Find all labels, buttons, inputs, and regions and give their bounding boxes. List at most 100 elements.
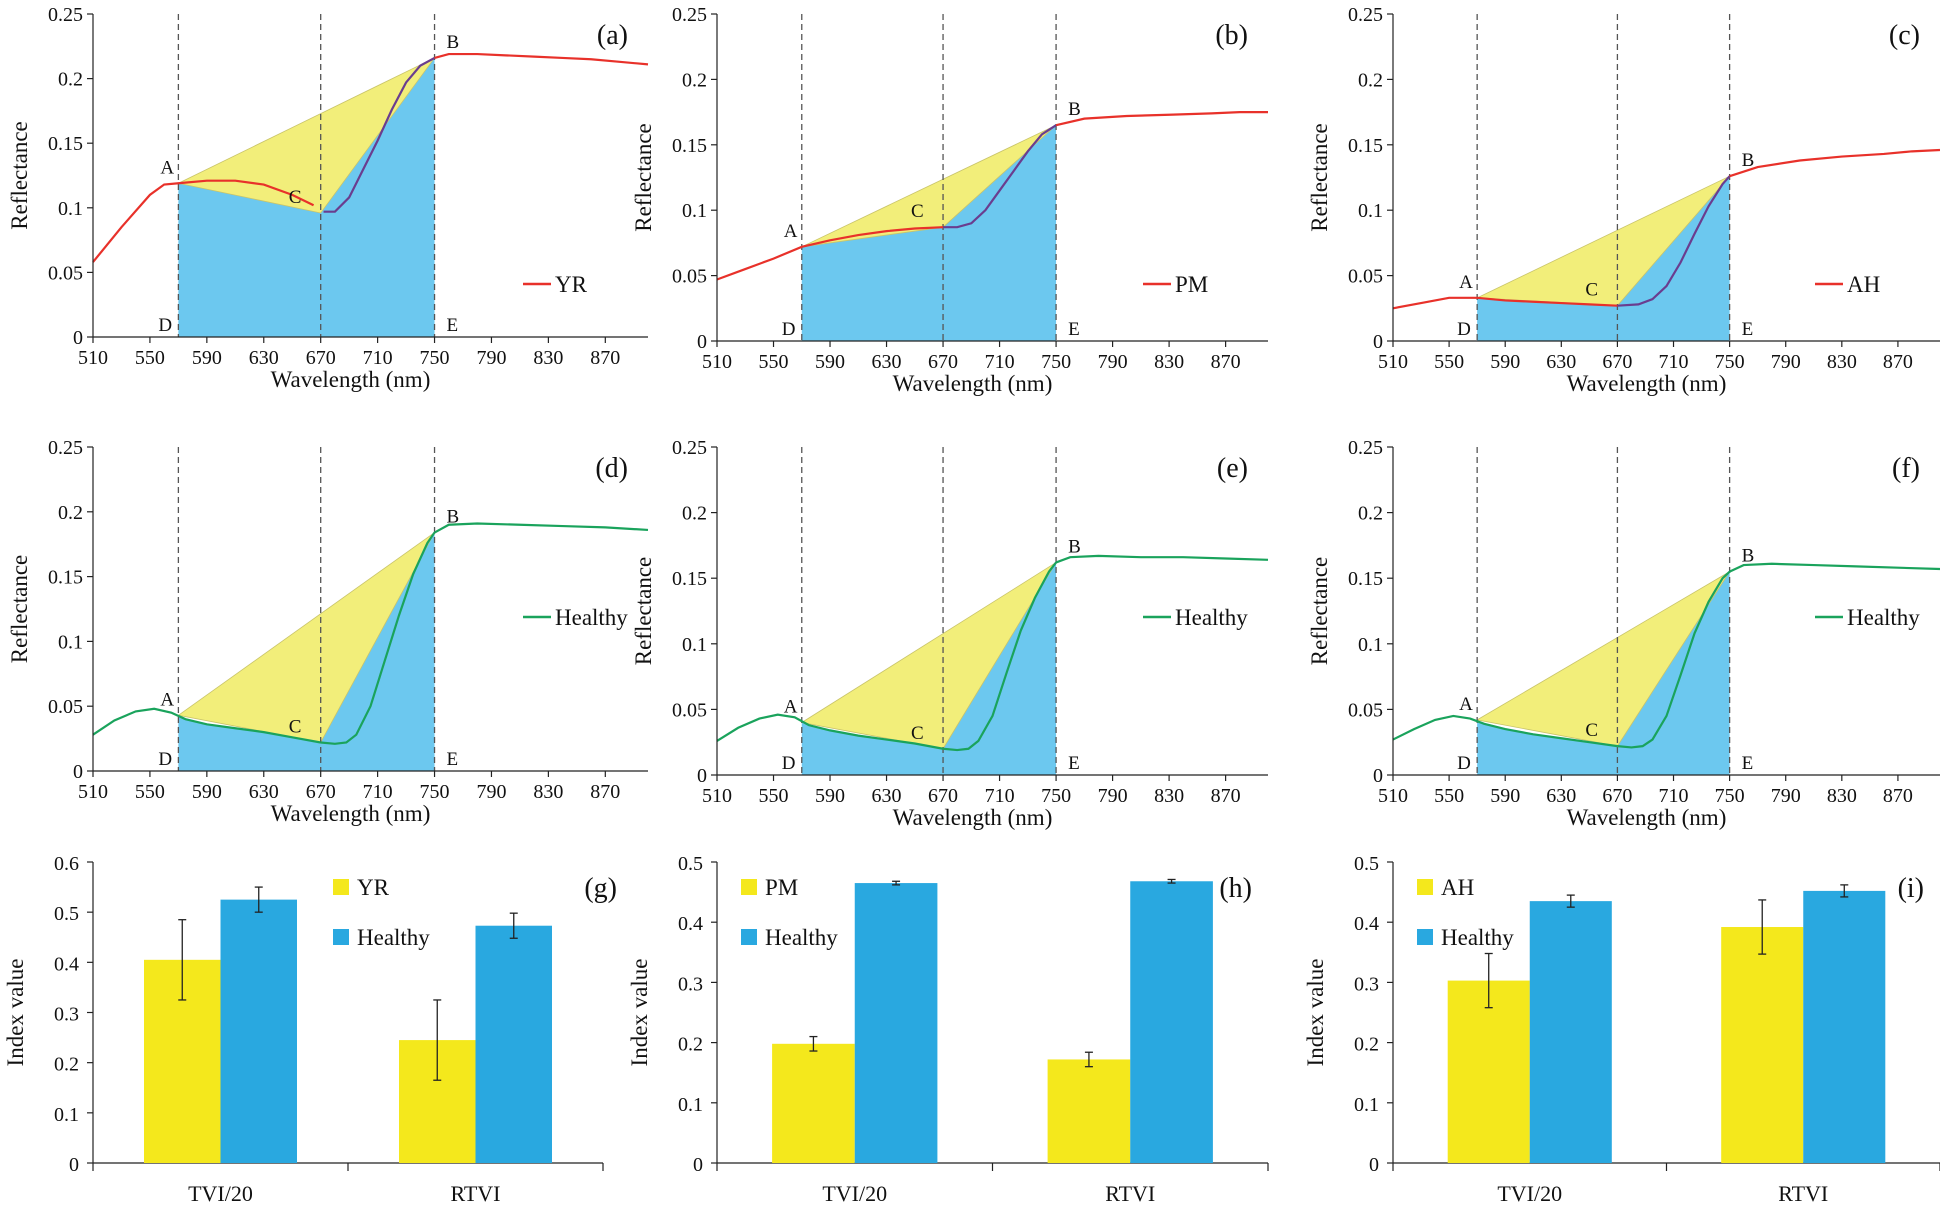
y-tick-label: 0.15 (48, 567, 83, 589)
y-tick-label: 0.1 (682, 200, 707, 222)
y-tick-label: 0 (1369, 1154, 1379, 1176)
yellow-triangle (177, 57, 435, 214)
point-label-c: C (1585, 280, 1598, 301)
x-tick-label: 630 (249, 781, 279, 803)
point-label-c: C (289, 187, 302, 208)
spectrum-curve-red-edge (1617, 175, 1731, 307)
x-tick-label: 670 (1602, 351, 1632, 373)
x-tick-label: 550 (1434, 351, 1464, 373)
point-label-a: A (1459, 694, 1473, 715)
y-tick-label: 0.2 (682, 503, 707, 525)
y-tick-label: 0.1 (58, 198, 83, 220)
bar-pm-rtvi (1047, 1059, 1131, 1163)
spectrum-curve (1392, 296, 1618, 310)
point-label-d: D (782, 319, 796, 340)
spectrum-curve-nir (1729, 562, 1940, 573)
bar-healthy-rtvi (1130, 881, 1213, 1163)
point-label-d: D (1457, 319, 1471, 340)
bar-panel-2: 0 0.1 0.2 0.3 0.4 0.5 TVI/20 RTVI Index value (h)… (627, 853, 1269, 1206)
y-tick-label: 0.2 (1358, 69, 1383, 91)
x-tick-label: 590 (815, 351, 845, 373)
category-label: TVI/20 (1497, 1181, 1562, 1206)
x-tick-label: 510 (78, 347, 108, 369)
point-label-c: C (1585, 720, 1598, 741)
bar-healthy-tvi-20 (854, 883, 938, 1163)
legend-label: PM (1175, 272, 1208, 297)
y-tick-label: 0.25 (1348, 437, 1383, 459)
x-tick-label: 710 (363, 781, 393, 803)
x-tick-label: 590 (1490, 785, 1520, 807)
x-tick-label: 790 (1098, 351, 1128, 373)
x-axis-label: Wavelength (nm) (1567, 371, 1727, 396)
spectrum-curve-nir (1729, 148, 1940, 178)
y-axis-label: Reflectance (7, 555, 32, 664)
y-tick-label: 0.15 (1348, 135, 1383, 157)
spectrum-curve-nir (1055, 111, 1268, 127)
yellow-triangle (177, 532, 435, 743)
x-tick-label: 750 (1041, 351, 1071, 373)
x-tick-label: 790 (1771, 351, 1801, 373)
y-tick-label: 0.2 (58, 502, 83, 524)
x-tick-label: 710 (985, 351, 1015, 373)
legend-swatch-healthy (1417, 929, 1433, 945)
y-tick-label: 0.05 (1348, 266, 1383, 288)
spectrum-curve (716, 226, 944, 281)
x-axis-label: Wavelength (nm) (893, 805, 1053, 830)
x-axis-label: Wavelength (nm) (893, 371, 1053, 396)
x-tick-label: 710 (363, 347, 393, 369)
y-tick-label: 0.5 (54, 903, 79, 925)
legend-label: YR (555, 272, 588, 297)
x-axis-label: Wavelength (nm) (271, 801, 431, 826)
spectrum-curve-red-edge (943, 124, 1057, 229)
point-label-b: B (1742, 150, 1755, 171)
x-tick-label: 870 (1211, 785, 1241, 807)
legend-label: Healthy (1847, 605, 1920, 630)
legend-label: Healthy (555, 605, 628, 630)
y-axis-label: Index value (3, 959, 28, 1067)
point-label-c: C (911, 201, 924, 222)
panel-label: (g) (584, 873, 617, 904)
line-panel-2: 0 0.05 0.1 0.15 0.2 0.25 510 550 590 630 670 710 750… (631, 4, 1268, 396)
spectrum-curve-red-edge (942, 561, 1057, 752)
x-tick-label: 710 (1659, 351, 1689, 373)
x-tick-label: 550 (759, 785, 789, 807)
category-label: RTVI (1778, 1181, 1828, 1206)
blue-area (1477, 176, 1730, 341)
point-label-a: A (784, 221, 798, 242)
point-label-b: B (1068, 536, 1081, 557)
x-tick-label: 590 (1490, 351, 1520, 373)
point-label-b: B (1068, 99, 1081, 120)
y-tick-label: 0.2 (1358, 503, 1383, 525)
bar-ah-tvi-20 (1447, 980, 1530, 1163)
y-tick-label: 0 (693, 1154, 703, 1176)
y-tick-label: 0.05 (48, 696, 83, 718)
x-tick-label: 510 (702, 351, 732, 373)
panel-label: (f) (1892, 453, 1920, 484)
y-tick-label: 0 (1373, 331, 1383, 353)
y-tick-label: 0.2 (682, 69, 707, 91)
category-label: TVI/20 (822, 1181, 887, 1206)
y-tick-label: 0.25 (672, 4, 707, 26)
x-tick-label: 510 (78, 781, 108, 803)
legend-swatch-pm (741, 879, 757, 895)
y-tick-label: 0.25 (48, 437, 83, 459)
category-label: TVI/20 (188, 1181, 253, 1206)
panel-label: (a) (597, 20, 628, 51)
line-panel-5: 0 0.05 0.1 0.15 0.2 0.25 510 550 590 630 670 710 750… (631, 437, 1269, 830)
panel-label: (i) (1898, 873, 1924, 904)
legend-label-ah: AH (1441, 875, 1474, 900)
x-tick-label: 790 (476, 347, 506, 369)
y-tick-label: 0.1 (1358, 634, 1383, 656)
y-tick-label: 0.1 (682, 634, 707, 656)
x-tick-label: 830 (533, 781, 563, 803)
legend-label: AH (1847, 272, 1880, 297)
x-tick-label: 590 (815, 785, 845, 807)
x-tick-label: 830 (1827, 351, 1857, 373)
point-label-e: E (1742, 319, 1754, 340)
y-tick-label: 0.6 (54, 853, 79, 875)
legend-label-yr: YR (357, 875, 390, 900)
yellow-triangle (1476, 571, 1730, 747)
blue-area (801, 125, 1057, 342)
y-tick-label: 0.4 (1354, 913, 1379, 935)
